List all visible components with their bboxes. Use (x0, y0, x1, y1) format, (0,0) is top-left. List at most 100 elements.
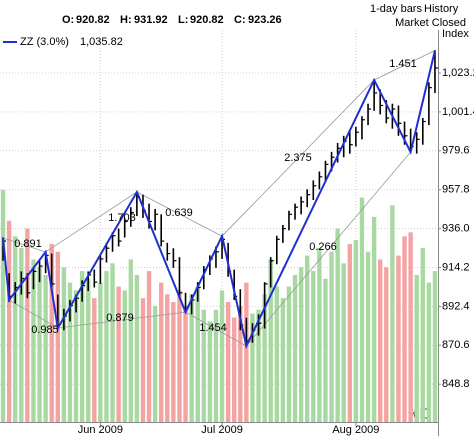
volume-bar (341, 263, 346, 422)
volume-bar (19, 247, 24, 422)
x-tick-label: Aug 2009 (332, 424, 379, 436)
volume-bar (73, 290, 79, 422)
header-label: O: (62, 14, 74, 26)
volume-bar (13, 236, 18, 422)
volume-bar (353, 240, 359, 422)
volume-bar (189, 294, 194, 422)
ratio-label: 2.375 (284, 152, 312, 164)
corner-label: % (408, 409, 418, 421)
volume-bar (213, 309, 219, 422)
channel-line (373, 50, 436, 81)
header-label: L: (178, 14, 188, 26)
ratio-label: 0.266 (309, 241, 337, 253)
y-tick-label: 892.4 (442, 300, 470, 312)
volume-bar (177, 290, 182, 422)
volume-bar (37, 267, 42, 422)
volume-bar (292, 274, 298, 422)
volume-bar (201, 309, 206, 422)
channel-line (45, 191, 138, 253)
y-axis-label: Index (442, 28, 469, 40)
volume-bar (134, 274, 140, 422)
header-label: H: (120, 14, 132, 26)
ratio-label: 0.891 (14, 238, 42, 250)
channel-line (2, 237, 46, 253)
volume-bar (79, 271, 85, 422)
volume-bar (98, 282, 103, 422)
zigzag-line (2, 50, 436, 350)
x-tick-label: Jun 2009 (78, 424, 123, 436)
volume-bar (244, 282, 249, 422)
volume-bar (183, 305, 188, 422)
legend-value: 1,035.82 (80, 36, 123, 48)
y-tick-label: 979.6 (442, 145, 470, 157)
volume-bar (171, 302, 176, 422)
status: 1-day bars (370, 3, 422, 15)
y-tick-label: 1,001.4 (442, 106, 474, 118)
volume-bar (378, 259, 383, 422)
volume-bar (432, 271, 438, 422)
ratio-label: 1.451 (389, 58, 417, 70)
volume-bar (402, 236, 407, 422)
volume-bar (335, 228, 340, 422)
volume-bar (116, 286, 121, 422)
volume-bar (165, 294, 170, 422)
volume-bar (86, 278, 91, 422)
y-tick-label: 870.6 (442, 339, 470, 351)
volume-bar (262, 294, 267, 422)
volume-bar (298, 267, 304, 422)
volume-bar (329, 251, 334, 422)
header-value: 920.82 (76, 14, 110, 26)
header-value: 920.82 (190, 14, 224, 26)
y-tick-label: 848.8 (442, 378, 470, 390)
volume-bar (311, 271, 316, 422)
status: Market Closed (395, 17, 466, 29)
header-value: 931.92 (134, 14, 168, 26)
status: History (424, 3, 459, 15)
volume-bar (61, 267, 67, 422)
volume-bar (67, 282, 73, 422)
volume-bar (207, 321, 213, 422)
volume-bar (225, 302, 231, 422)
channel-line (246, 151, 411, 347)
channel-line (8, 299, 58, 329)
volume-bar (286, 286, 292, 422)
ratio-label: 1.454 (199, 322, 227, 334)
header-label: C: (234, 14, 246, 26)
volume-bar (128, 259, 133, 422)
volume-bar (250, 313, 255, 422)
volume-bar (43, 274, 48, 422)
volume-bar (274, 286, 279, 422)
header-value: 923.26 (248, 14, 282, 26)
ratio-label: 0.985 (31, 324, 59, 336)
volume-bar (317, 247, 322, 422)
volume-bar (238, 305, 243, 422)
volume-bar (31, 259, 36, 422)
volume-bar (323, 278, 328, 422)
volume-bar (219, 290, 225, 422)
volume-bar (365, 251, 371, 422)
y-tick-label: 1,023.2 (442, 67, 474, 79)
volume-bar (420, 247, 425, 422)
volume-bar (92, 298, 97, 422)
y-tick-label: 914.2 (442, 261, 470, 273)
channel-line (185, 311, 247, 347)
volume-bar (49, 243, 54, 422)
volume-bar (414, 274, 419, 422)
volume-bar (268, 259, 273, 422)
volume-bar (110, 263, 115, 422)
ratio-label: 0.639 (165, 207, 193, 219)
volume-bar (426, 282, 432, 422)
volume-bar (390, 205, 395, 422)
y-tick-label: 936.0 (442, 222, 470, 234)
ratio-label: 1.703 (108, 212, 136, 224)
volume-bar (408, 232, 413, 422)
volume-bar (140, 298, 146, 422)
channel-line (221, 79, 375, 237)
y-tick-label: 957.8 (442, 184, 470, 196)
channel-line (57, 311, 186, 329)
legend-name: ZZ (3.0%) (20, 36, 69, 48)
volume-bar (305, 255, 310, 422)
x-tick-label: Jul 2009 (201, 424, 243, 436)
volume-bar (396, 255, 401, 422)
